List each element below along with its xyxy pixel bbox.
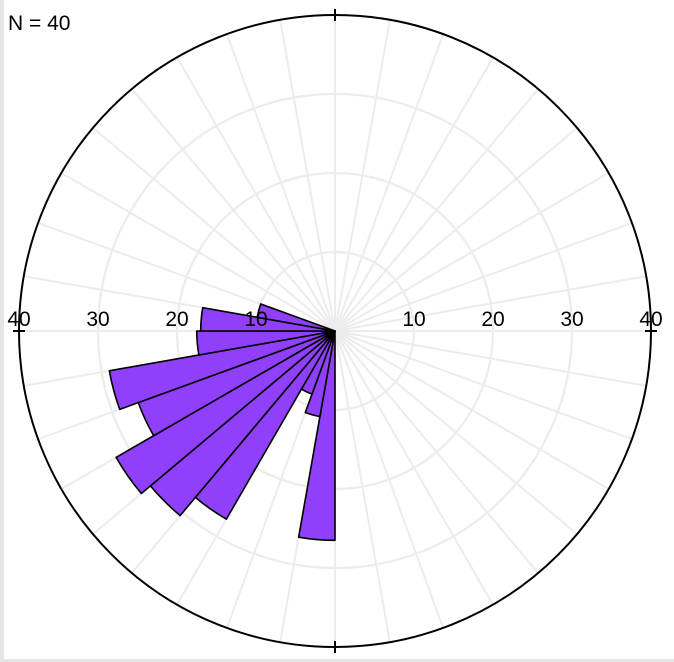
grid-spoke-100 — [334, 330, 647, 387]
grid-spoke-300 — [60, 172, 336, 332]
grid-spoke-140 — [334, 330, 539, 574]
sample-count-label: N = 40 — [8, 12, 71, 35]
grid-spoke-120 — [334, 330, 610, 490]
rose-petal-5 — [115, 330, 336, 495]
grid-spoke-170 — [334, 330, 391, 643]
rose-petal-7 — [108, 330, 336, 411]
tick-label-right-40: 40 — [639, 308, 662, 331]
grid-spoke-330 — [176, 56, 336, 332]
grid-spoke-40 — [334, 88, 539, 332]
grid-spoke-310 — [92, 127, 336, 332]
grid-spoke-130 — [334, 330, 578, 535]
grid-spoke-60 — [334, 172, 610, 332]
tick-label-left-40: 40 — [7, 308, 30, 331]
rose-petal-10 — [256, 303, 336, 332]
petal-layer — [108, 303, 336, 542]
grid-spoke-30 — [334, 56, 494, 332]
tick-label-left-30: 30 — [86, 308, 109, 331]
axis-layer — [13, 9, 657, 653]
grid-spoke-80 — [334, 275, 647, 332]
tick-label-left-10: 10 — [244, 308, 267, 331]
grid-spoke-160 — [334, 330, 445, 629]
grid-spoke-110 — [334, 330, 633, 441]
grid-spoke-10 — [334, 19, 391, 332]
panel-left-border — [0, 0, 4, 662]
tick-label-left-20: 20 — [165, 308, 188, 331]
tick-label-layer: 40 30 20 10 10 20 30 40 — [7, 308, 662, 331]
grid-spoke-350 — [279, 19, 336, 332]
grid-spoke-20 — [334, 33, 445, 332]
panel-bottom-border — [0, 659, 674, 662]
tick-label-right-10: 10 — [402, 308, 425, 331]
tick-label-right-20: 20 — [481, 308, 504, 331]
grid-spoke-320 — [131, 88, 336, 332]
grid-spoke-150 — [334, 330, 494, 606]
tick-label-right-30: 30 — [560, 308, 583, 331]
rose-petal-8 — [195, 330, 336, 356]
grid-spoke-70 — [334, 221, 633, 332]
grid-spoke-340 — [225, 33, 336, 332]
grid-spoke-50 — [334, 127, 578, 332]
